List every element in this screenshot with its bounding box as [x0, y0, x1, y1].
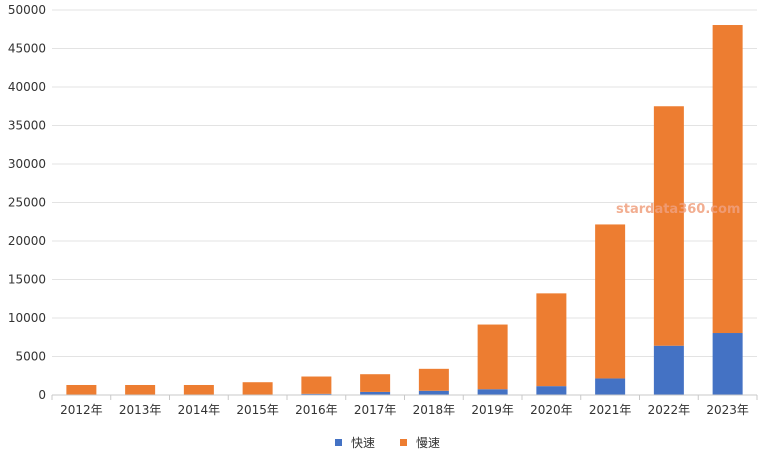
bar-segment: [536, 293, 567, 387]
gridlines: [52, 9, 757, 396]
y-tick-label: 0: [38, 388, 46, 402]
legend-swatch: [335, 439, 342, 446]
bar-segment: [712, 333, 743, 395]
bar-segment: [183, 384, 214, 395]
y-tick-label: 10000: [8, 311, 46, 325]
bars: [66, 25, 743, 395]
y-tick-label: 30000: [8, 157, 46, 171]
x-tick-label: 2014年: [178, 403, 221, 417]
bar-segment: [301, 376, 332, 394]
bar-segment: [301, 393, 332, 395]
bar-segment: [653, 345, 684, 395]
watermark-text: stardata360.com: [616, 202, 740, 217]
y-axis: 0 5000 10000 15000 20000 25000 30000 35000 40000…: [8, 3, 46, 402]
x-tick-label: 2012年: [60, 403, 103, 417]
y-tick-label: 45000: [8, 42, 46, 56]
x-tick-label: 2013年: [119, 403, 162, 417]
bar-segment: [712, 25, 743, 334]
y-tick-label: 40000: [8, 80, 46, 94]
legend-label: 快速: [351, 436, 375, 450]
x-tick-label: 2019年: [471, 403, 514, 417]
x-tick-label: 2018年: [413, 403, 456, 417]
bar-segment: [360, 391, 391, 395]
y-tick-label: 20000: [8, 234, 46, 248]
y-tick-label: 35000: [8, 119, 46, 133]
x-tick-label: 2022年: [648, 403, 691, 417]
bar-segment: [477, 324, 508, 390]
bar-segment: [595, 224, 626, 379]
legend-label: 慢速: [416, 436, 440, 450]
bar-segment: [418, 368, 449, 391]
y-tick-label: 5000: [15, 350, 46, 364]
bar-segment: [595, 378, 626, 395]
legend: 快速 慢速: [335, 436, 440, 450]
bar-segment: [653, 106, 684, 346]
x-tick-label: 2023年: [706, 403, 749, 417]
y-tick-label: 15000: [8, 273, 46, 287]
x-axis: 2012年 2013年 2014年 2015年 2016年 2017年 2018年 2019年…: [51, 394, 758, 417]
bar-segment: [536, 386, 567, 395]
bar-segment: [125, 384, 156, 395]
y-tick-label: 25000: [8, 196, 46, 210]
x-tick-label: 2017年: [354, 403, 397, 417]
bar-segment: [66, 384, 97, 395]
legend-swatch: [400, 439, 407, 446]
bar-segment: [418, 390, 449, 395]
bar-segment: [360, 374, 391, 392]
x-tick-label: 2020年: [530, 403, 573, 417]
x-tick-label: 2021年: [589, 403, 632, 417]
x-tick-label: 2016年: [295, 403, 338, 417]
y-tick-label: 50000: [8, 3, 46, 17]
bar-segment: [477, 389, 508, 395]
bar-segment: [242, 382, 273, 395]
x-tick-label: 2015年: [236, 403, 279, 417]
